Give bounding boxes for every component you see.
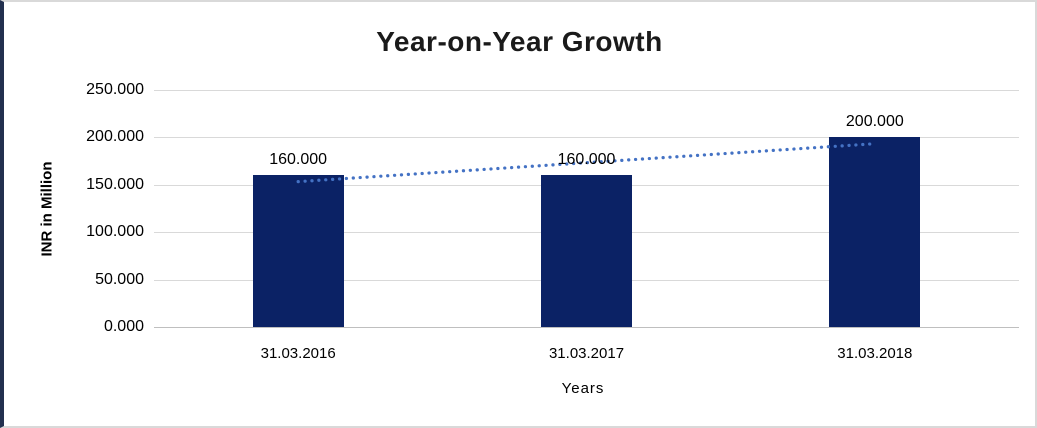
gridline — [154, 90, 1019, 91]
bar — [829, 137, 921, 327]
bar — [252, 175, 344, 327]
x-axis-title: Years — [561, 380, 605, 397]
y-tick-label: 50.000 — [95, 270, 144, 288]
bar-value-label: 200.000 — [845, 113, 904, 131]
bar — [541, 175, 632, 327]
y-tick-label: 150.000 — [86, 175, 144, 193]
y-tick-label: 0.000 — [103, 318, 144, 335]
y-tick-label: 250.000 — [86, 81, 144, 98]
y-tick-label: 100.000 — [86, 223, 144, 241]
chart-title: Year-on-Year Growth — [376, 26, 663, 57]
bar-value-label: 160.000 — [557, 151, 616, 169]
bar-value-label: 160.000 — [269, 151, 328, 169]
gridline — [154, 137, 1019, 139]
x-tick-label: 31.03.2018 — [837, 345, 913, 362]
y-tick-label: 200.000 — [86, 128, 144, 146]
x-tick-label: 31.03.2016 — [260, 345, 336, 362]
x-tick-label: 31.03.2017 — [548, 345, 625, 362]
gridline — [154, 327, 1019, 328]
